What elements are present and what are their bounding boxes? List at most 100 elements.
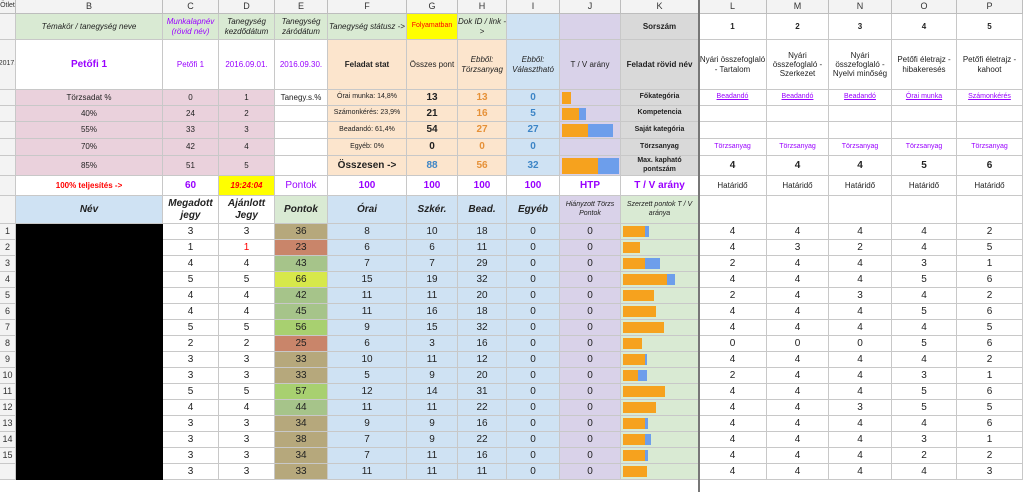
category-points-h[interactable]: 20	[458, 288, 507, 304]
task-short-name-m[interactable]: Nyári összefoglaló - Szerkezet	[767, 40, 829, 90]
threshold-grade[interactable]: 3	[219, 122, 275, 139]
task-score-m[interactable]: 4	[767, 416, 829, 432]
task-score-p[interactable]: 2	[957, 352, 1023, 368]
unit-status-label[interactable]: Tanegység státusz ->	[328, 14, 407, 40]
category-points-h[interactable]: 31	[458, 384, 507, 400]
student-points[interactable]: 23	[275, 240, 328, 256]
sequence-number-p[interactable]: 5	[957, 14, 1023, 40]
student-points[interactable]: 57	[275, 384, 328, 400]
recommended-grade[interactable]: 3	[219, 448, 275, 464]
recommended-grade[interactable]: 2	[219, 336, 275, 352]
task-score-l[interactable]: 4	[699, 416, 767, 432]
given-grade[interactable]: 5	[163, 272, 219, 288]
category-points-f[interactable]: 12	[328, 384, 407, 400]
category-points-i[interactable]: 0	[507, 288, 560, 304]
task-score-m[interactable]: 4	[767, 432, 829, 448]
task-attr-m[interactable]: Törzsanyag	[767, 139, 829, 156]
recommended-grade[interactable]: 1	[219, 240, 275, 256]
missed-core-points[interactable]: 0	[560, 416, 621, 432]
task-attr-p[interactable]: Számonkérés	[957, 90, 1023, 106]
task-score-m[interactable]: 4	[767, 384, 829, 400]
recommended-grade[interactable]: 4	[219, 256, 275, 272]
task-score-n[interactable]: 4	[829, 448, 892, 464]
category-core-points[interactable]: 56	[458, 156, 507, 176]
category-points-f[interactable]: 8	[328, 224, 407, 240]
task-score-m[interactable]: 4	[767, 288, 829, 304]
column-header-l[interactable]: L	[699, 0, 767, 14]
deadline-label-p[interactable]: Határidő	[957, 176, 1023, 196]
task-attr-n[interactable]	[829, 122, 892, 139]
category-points-f[interactable]: 9	[328, 416, 407, 432]
missed-core-points[interactable]: 0	[560, 368, 621, 384]
deadline-label-o[interactable]: Határidő	[892, 176, 957, 196]
task-score-m[interactable]: 4	[767, 352, 829, 368]
task-score-l[interactable]: 2	[699, 288, 767, 304]
task-attr-n[interactable]: Törzsanyag	[829, 139, 892, 156]
category-elective-points[interactable]: 32	[507, 156, 560, 176]
task-score-p[interactable]: 6	[957, 416, 1023, 432]
given-grade[interactable]: 4	[163, 400, 219, 416]
category-points-f[interactable]: 11	[328, 464, 407, 480]
column-header-b[interactable]: B	[16, 0, 163, 14]
percent-threshold[interactable]: 40%	[16, 106, 163, 122]
category-points-g[interactable]: 6	[407, 240, 458, 256]
task-score-n[interactable]: 4	[829, 384, 892, 400]
task-score-m[interactable]: 4	[767, 448, 829, 464]
task-attr-m[interactable]: Beadandó	[767, 90, 829, 106]
category-total-points[interactable]: 0	[407, 139, 458, 156]
category-points-h[interactable]: 22	[458, 400, 507, 416]
status-badge[interactable]: Folyamatban	[407, 14, 458, 40]
category-points-f[interactable]: 6	[328, 240, 407, 256]
category-points-f[interactable]: 11	[328, 400, 407, 416]
category-points-g[interactable]: 10	[407, 224, 458, 240]
task-score-n[interactable]: 4	[829, 352, 892, 368]
task-score-l[interactable]: 4	[699, 224, 767, 240]
category-points-f[interactable]: 11	[328, 304, 407, 320]
task-attr-n[interactable]: 4	[829, 156, 892, 176]
student-points[interactable]: 34	[275, 448, 328, 464]
category-points-g[interactable]: 14	[407, 384, 458, 400]
task-score-l[interactable]: 4	[699, 304, 767, 320]
missed-core-points[interactable]: 0	[560, 288, 621, 304]
sequence-number-m[interactable]: 2	[767, 14, 829, 40]
category-core-points[interactable]: 13	[458, 90, 507, 106]
deadline-cell-m[interactable]	[767, 196, 829, 224]
threshold-grade[interactable]: 1	[219, 90, 275, 106]
task-score-p[interactable]: 1	[957, 256, 1023, 272]
task-attr-p[interactable]: 6	[957, 156, 1023, 176]
task-score-n[interactable]: 4	[829, 272, 892, 288]
task-score-p[interactable]: 6	[957, 304, 1023, 320]
category-points-g[interactable]: 11	[407, 448, 458, 464]
task-score-m[interactable]: 4	[767, 224, 829, 240]
percent-threshold[interactable]: 55%	[16, 122, 163, 139]
task-score-p[interactable]: 3	[957, 464, 1023, 480]
unit-percent-cell[interactable]	[275, 106, 328, 122]
category-total-points[interactable]: 88	[407, 156, 458, 176]
category-points-i[interactable]: 0	[507, 304, 560, 320]
student-points[interactable]: 36	[275, 224, 328, 240]
tv-ratio-label[interactable]: T / V arány	[621, 176, 699, 196]
task-attr-o[interactable]: Törzsanyag	[892, 139, 957, 156]
threshold-grade[interactable]: 2	[219, 106, 275, 122]
time-value[interactable]: 19:24:04	[219, 176, 275, 196]
task-score-m[interactable]: 4	[767, 464, 829, 480]
missed-core-points[interactable]: 0	[560, 464, 621, 480]
task-score-n[interactable]: 3	[829, 288, 892, 304]
category-points-g[interactable]: 9	[407, 368, 458, 384]
task-score-m[interactable]: 3	[767, 240, 829, 256]
category-elective-points[interactable]: 0	[507, 139, 560, 156]
threshold-points[interactable]: 0	[163, 90, 219, 106]
task-score-o[interactable]: 4	[892, 352, 957, 368]
task-attr-m[interactable]: 4	[767, 156, 829, 176]
task-score-o[interactable]: 2	[892, 448, 957, 464]
unit-percent-cell[interactable]	[275, 139, 328, 156]
task-attr-l[interactable]: 4	[699, 156, 767, 176]
task-score-p[interactable]: 2	[957, 448, 1023, 464]
percent-threshold[interactable]: 70%	[16, 139, 163, 156]
category-points-g[interactable]: 11	[407, 400, 458, 416]
category-total-points[interactable]: 54	[407, 122, 458, 139]
category-points-f[interactable]: 15	[328, 272, 407, 288]
column-header-c[interactable]: C	[163, 0, 219, 14]
given-grade[interactable]: 2	[163, 336, 219, 352]
task-score-l[interactable]: 4	[699, 352, 767, 368]
